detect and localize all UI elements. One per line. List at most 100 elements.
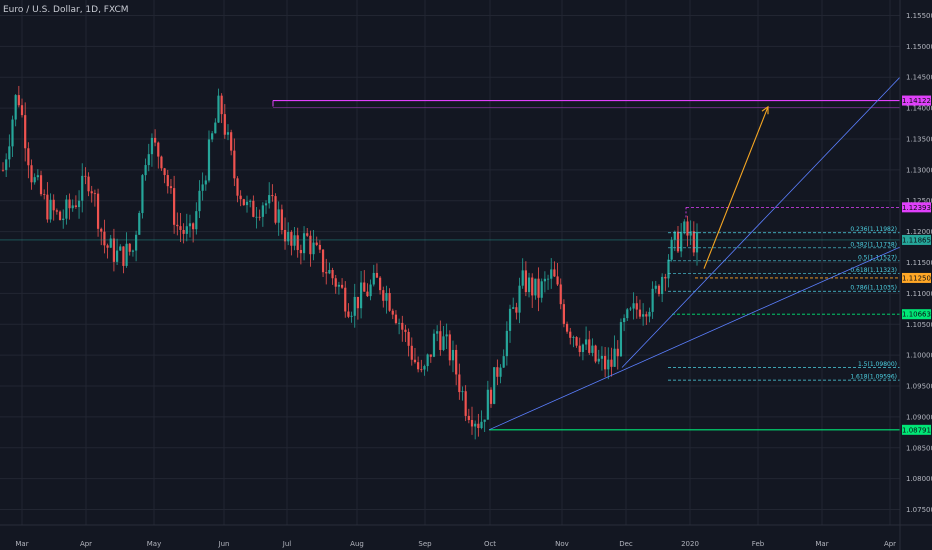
candle-body xyxy=(391,310,394,315)
price-tag-bg xyxy=(902,272,931,283)
candle-body xyxy=(268,195,271,204)
candle-body xyxy=(11,119,14,147)
down-candle xyxy=(565,321,569,334)
up-candle xyxy=(255,206,258,229)
down-candle xyxy=(30,159,33,190)
up-candle xyxy=(277,201,280,236)
candle-body xyxy=(420,369,423,371)
candle-body xyxy=(109,238,112,248)
candle-body xyxy=(344,287,347,312)
down-candle xyxy=(366,283,369,297)
candle-body xyxy=(689,231,692,236)
candle-body xyxy=(347,311,350,317)
price-tag-label: 1.08791 xyxy=(902,426,931,434)
candle-body xyxy=(315,242,318,245)
up-candle xyxy=(141,173,144,219)
down-candle xyxy=(657,284,661,297)
price-axis[interactable]: 1.15500 1.15000 1.14500 1.14000 1.13500 1.130… xyxy=(899,0,932,550)
down-candle xyxy=(223,104,226,139)
candle-body xyxy=(325,272,328,274)
candle-body xyxy=(188,223,192,227)
up-candle xyxy=(436,325,439,342)
down-candle xyxy=(100,227,103,246)
candle-body xyxy=(480,421,483,429)
down-candle xyxy=(356,296,360,320)
candle-body xyxy=(46,194,49,220)
candle-body xyxy=(417,362,420,370)
down-candle xyxy=(43,189,46,200)
down-candle xyxy=(645,311,648,325)
candle-body xyxy=(100,228,103,232)
candle-body xyxy=(540,281,543,298)
down-candle xyxy=(296,227,299,258)
up-candle xyxy=(119,244,122,252)
down-candle xyxy=(325,258,328,285)
candle-body xyxy=(30,165,33,183)
candle-body xyxy=(96,193,100,229)
candle-body xyxy=(217,95,220,123)
down-candle xyxy=(106,243,109,259)
up-candle xyxy=(534,278,537,300)
y-tick-label: 1.11500 xyxy=(906,259,932,267)
up-candle xyxy=(198,180,201,218)
up-candle xyxy=(550,258,553,289)
candle-body xyxy=(239,195,242,200)
candle-body xyxy=(667,259,670,279)
y-tick-label: 1.13500 xyxy=(906,135,932,143)
down-candle xyxy=(252,195,255,218)
candle-body xyxy=(328,269,331,274)
up-candle xyxy=(207,130,211,183)
down-candle xyxy=(556,262,559,287)
down-candle xyxy=(74,195,77,209)
x-tick-label: Mar xyxy=(15,540,28,548)
up-candle xyxy=(8,134,11,168)
candle-body xyxy=(185,226,188,234)
candle-body xyxy=(68,199,71,209)
price-tag: 1.11250 xyxy=(902,272,931,283)
up-candle xyxy=(211,131,214,143)
price-tag-label: 1.10663 xyxy=(902,311,931,319)
down-candle xyxy=(686,215,689,247)
up-candle xyxy=(619,318,623,358)
up-candle xyxy=(249,199,252,208)
down-candle xyxy=(154,129,157,147)
up-candle xyxy=(147,143,150,172)
up-candle xyxy=(626,308,629,321)
candle-body xyxy=(461,391,464,393)
candle-body xyxy=(131,250,135,252)
candle-body xyxy=(90,191,93,194)
candle-body xyxy=(8,146,11,160)
down-candle xyxy=(68,193,71,220)
candle-body xyxy=(1,169,5,171)
candle-body xyxy=(489,389,493,404)
candle-body xyxy=(372,272,375,285)
up-candle xyxy=(527,272,531,298)
candle-body xyxy=(619,322,623,357)
down-candle xyxy=(93,189,96,207)
down-candle xyxy=(594,344,597,364)
candle-body xyxy=(661,276,664,295)
down-candle xyxy=(692,221,695,257)
time-axis[interactable]: Mar Apr May Jun Jul Aug Sep Oct Nov Dec 2020 Feb Mar… xyxy=(0,524,932,548)
fib-level-label: 0.786(1.11035) xyxy=(850,285,897,292)
down-candle xyxy=(664,273,667,292)
candle-body xyxy=(654,285,657,289)
up-candle xyxy=(600,346,604,371)
candle-body xyxy=(543,278,546,282)
candle-body xyxy=(379,277,382,291)
candle-body xyxy=(255,216,258,218)
candle-body xyxy=(692,231,695,253)
candle-body xyxy=(394,314,398,324)
price-tag: 1.12393 xyxy=(902,202,931,213)
down-candle xyxy=(274,193,277,225)
down-candle xyxy=(417,356,420,373)
candle-body xyxy=(604,355,607,370)
down-candle xyxy=(103,219,106,254)
candle-body xyxy=(407,331,410,346)
down-candle xyxy=(192,222,195,243)
up-candle xyxy=(512,297,515,310)
candle-body xyxy=(331,269,334,279)
down-candle xyxy=(290,230,293,256)
candle-body xyxy=(683,221,686,232)
